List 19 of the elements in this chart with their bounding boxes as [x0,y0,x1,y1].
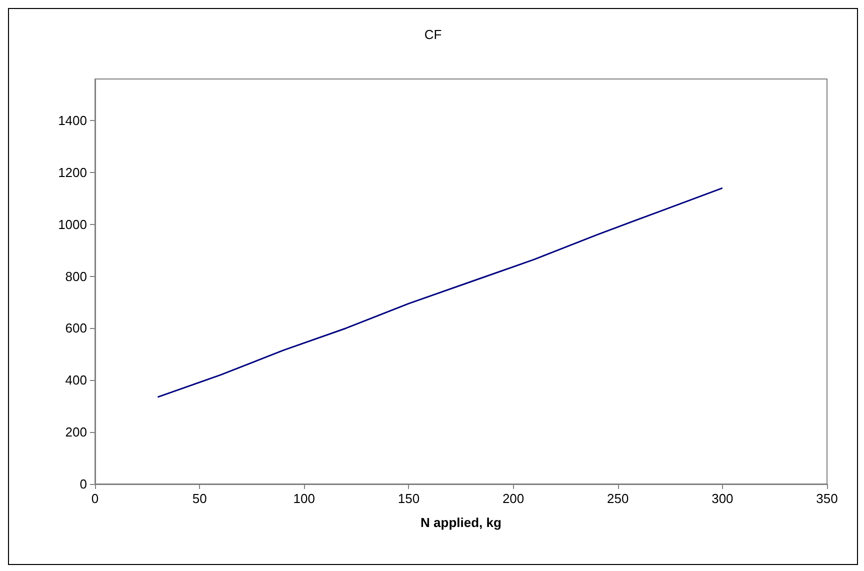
x-tick-label: 250 [607,491,629,506]
line-series [156,187,724,398]
x-tick-label: 300 [712,491,734,506]
x-tick-label: 200 [502,491,524,506]
x-tick-label: 0 [91,491,99,506]
y-tick-label: 1400 [58,113,87,128]
x-tick-label: 150 [398,491,420,506]
y-tick-label: 1000 [58,216,87,232]
chart-title: CF [424,27,442,42]
x-axis-title: N applied, kg [420,515,502,530]
y-tick-label: 400 [65,372,87,388]
y-tick-label: 0 [80,476,87,492]
x-tick-label: 50 [192,491,207,506]
y-tick-label: 200 [65,424,87,440]
y-tick-label: 1200 [58,164,87,180]
y-tick-label: 600 [65,320,87,336]
x-tick-label: 100 [293,491,315,506]
x-tick-label: 350 [816,491,838,506]
y-tick-label: 800 [65,268,87,284]
